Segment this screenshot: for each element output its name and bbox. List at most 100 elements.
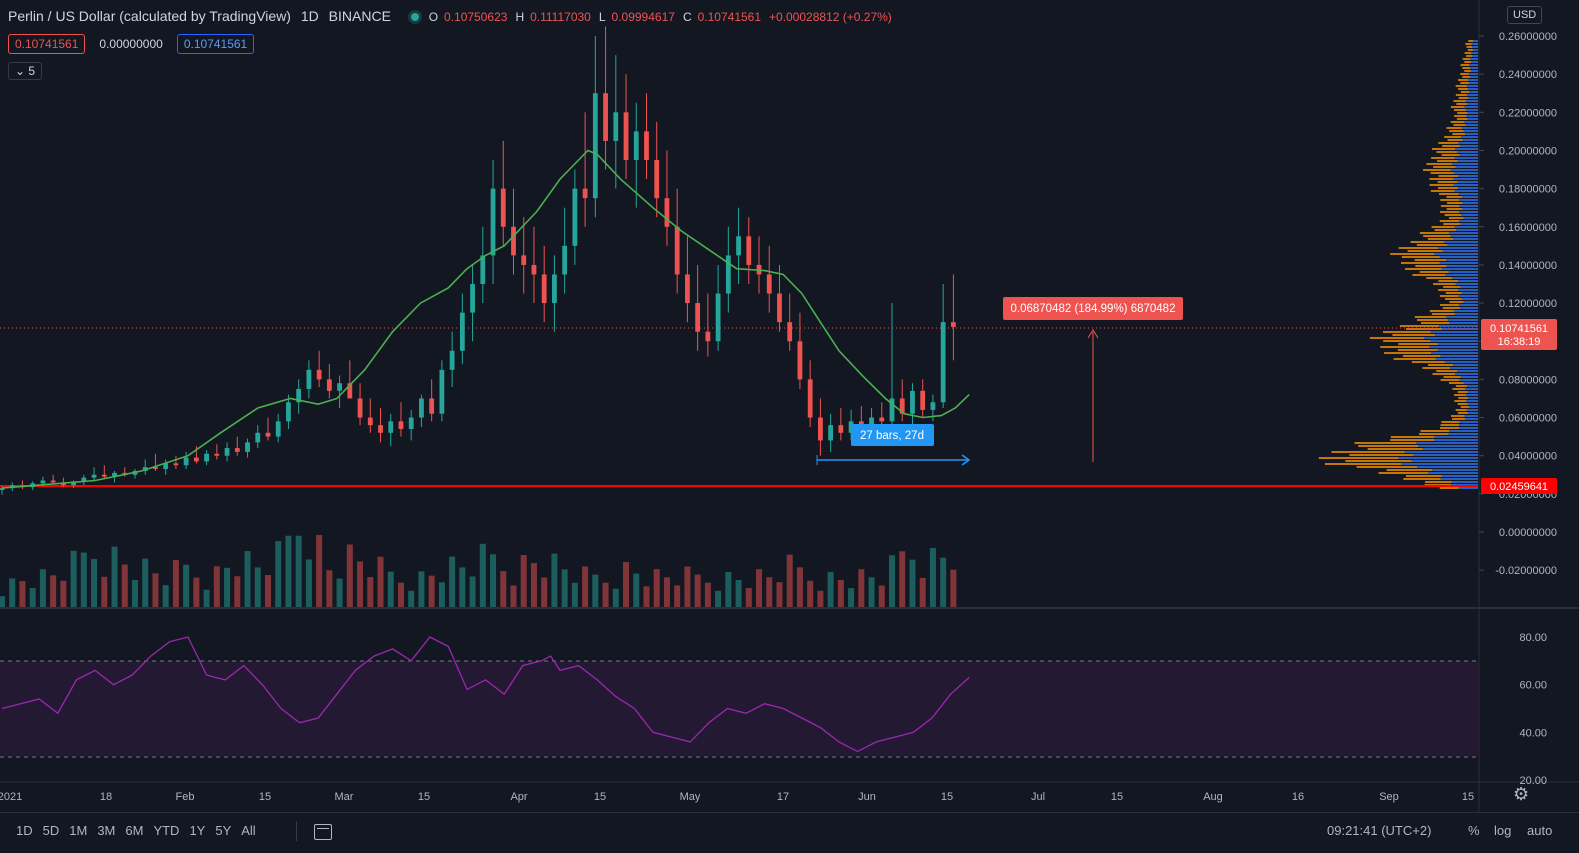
- volume-profile-bar-down: [1438, 193, 1459, 195]
- interval: 1D: [300, 8, 319, 24]
- volume-bar: [193, 577, 200, 607]
- currency-button[interactable]: USD: [1507, 6, 1543, 24]
- volume-profile-bar-down: [1439, 487, 1459, 489]
- volume-profile-bar-down: [1421, 322, 1450, 324]
- volume-profile-bar-up: [1428, 472, 1478, 474]
- volume-bar: [101, 576, 108, 607]
- volume-bar: [663, 577, 670, 607]
- timeframe-1m[interactable]: 1M: [69, 823, 88, 838]
- volume-profile-bar-down: [1383, 331, 1431, 333]
- volume-bar: [500, 571, 507, 607]
- volume-profile-bar-up: [1448, 433, 1478, 435]
- volume-bar: [367, 577, 374, 607]
- volume-bar: [387, 571, 394, 607]
- timeframe-all[interactable]: All: [241, 823, 256, 838]
- price-tick-label: 0.26000000: [1499, 31, 1557, 43]
- volume-bar: [674, 585, 681, 607]
- rsi-axis[interactable]: 80.00 60.00 40.00 20.00: [1519, 632, 1547, 787]
- volume-bar: [183, 564, 190, 607]
- volume-bar: [592, 574, 599, 607]
- timeframe-ytd[interactable]: YTD: [153, 823, 180, 838]
- candle-body: [173, 463, 179, 466]
- candle-body: [470, 284, 475, 313]
- auto-scale-button[interactable]: auto: [1527, 823, 1553, 838]
- volume-profile-bar-down: [1458, 397, 1469, 399]
- volume-profile-bar-down: [1428, 364, 1454, 366]
- volume-profile-bar-up: [1448, 271, 1478, 273]
- volume-bar: [438, 582, 445, 607]
- volume-profile-bar-down: [1443, 286, 1461, 288]
- volume-profile-bar-up: [1442, 328, 1478, 330]
- volume-bar: [909, 559, 916, 607]
- volume-profile-bar-down: [1467, 49, 1473, 51]
- time-tick-label: Feb: [176, 791, 195, 803]
- volume-profile-bar-down: [1442, 145, 1461, 147]
- candle-body: [275, 421, 281, 437]
- candle-body: [449, 350, 455, 370]
- candle-body: [910, 390, 915, 414]
- volume-profile-bar-down: [1455, 385, 1467, 387]
- indicators-toggle[interactable]: ⌄ 5: [8, 62, 43, 80]
- timeframe-6m[interactable]: 6M: [125, 823, 144, 838]
- volume-profile-bar-down: [1447, 139, 1463, 141]
- volume-profile-bar-up: [1471, 52, 1478, 54]
- volume-profile-bar-down: [1354, 442, 1417, 444]
- timeframe-1y[interactable]: 1Y: [189, 823, 206, 838]
- chart-canvas[interactable]: 0.06870482 (184.99%) 6870482 27 bars, 27…: [0, 0, 1579, 812]
- volume-bar: [142, 558, 149, 607]
- time-axis[interactable]: 2021 18 Feb 15 Mar 15 Apr 15 May 17 Jun 15 Jul 15 Aug 1…: [0, 791, 1474, 803]
- volume-profile-bar-up: [1464, 106, 1478, 108]
- calendar-icon[interactable]: [314, 824, 332, 840]
- candle-body: [787, 322, 793, 342]
- time-tick-label: 15: [259, 791, 271, 803]
- volume-profile-bar-down: [1454, 400, 1467, 402]
- time-tick-label: 16: [1292, 791, 1304, 803]
- volume-bar: [121, 564, 128, 607]
- volume-profile-bar-down: [1419, 271, 1449, 273]
- candle-body: [193, 457, 199, 462]
- volume-profile-bar-up: [1467, 412, 1478, 414]
- legend-title[interactable]: Perlin / US Dollar (calculated by Tradin…: [8, 8, 906, 24]
- volume-bar: [377, 556, 384, 607]
- volume-profile-bar-up: [1466, 394, 1478, 396]
- candle-body: [818, 417, 823, 441]
- timeframe-5y[interactable]: 5Y: [215, 823, 232, 838]
- time-tick-label: 15: [418, 791, 430, 803]
- percent-scale-button[interactable]: %: [1468, 823, 1480, 838]
- volume-profile-bar-up: [1464, 415, 1478, 417]
- log-scale-button[interactable]: log: [1494, 823, 1512, 838]
- volume-profile-bar-down: [1422, 367, 1451, 369]
- candle-body: [521, 255, 527, 265]
- volume-profile-bar-up: [1446, 259, 1478, 261]
- volume-profile-bar-up: [1462, 139, 1478, 141]
- candle-body: [858, 421, 864, 426]
- date-range-label-box[interactable]: [851, 424, 934, 446]
- volume-bar: [551, 553, 558, 607]
- volume-profile-bar-up: [1454, 313, 1478, 315]
- close-value: 0.10741561: [697, 10, 762, 24]
- time-tick-label: Apr: [510, 791, 527, 803]
- volume-bar: [950, 569, 957, 607]
- timeframe-3m[interactable]: 3M: [97, 823, 116, 838]
- volume-profile-bar-up: [1454, 190, 1478, 192]
- timeframe-1d[interactable]: 1D: [16, 823, 33, 838]
- buy-button[interactable]: 0.10741561: [176, 34, 255, 54]
- volume-profile-bar-down: [1465, 43, 1472, 45]
- volume-profile-bar-down: [1434, 229, 1457, 231]
- settings-gear-icon[interactable]: ⚙: [1513, 784, 1530, 804]
- time-tick-label: Mar: [335, 791, 354, 803]
- candle-body: [326, 379, 332, 391]
- measure-label-box[interactable]: [1003, 297, 1183, 320]
- volume-profile-bar-up: [1434, 439, 1478, 441]
- volume-profile-bar-up: [1439, 256, 1478, 258]
- volume-profile-bar-down: [1441, 421, 1460, 423]
- volume-bar: [940, 557, 947, 607]
- timeframe-5d[interactable]: 5D: [42, 823, 60, 838]
- sell-button[interactable]: 0.10741561: [8, 34, 86, 54]
- volume-profile-bar-down: [1462, 76, 1471, 78]
- volume-profile-bar-up: [1472, 46, 1478, 48]
- volume-profile-bar-down: [1356, 466, 1418, 468]
- clock[interactable]: 09:21:41 (UTC+2): [1327, 823, 1432, 838]
- volume-profile-bar-up: [1463, 301, 1478, 303]
- volume-profile-bar-up: [1460, 307, 1478, 309]
